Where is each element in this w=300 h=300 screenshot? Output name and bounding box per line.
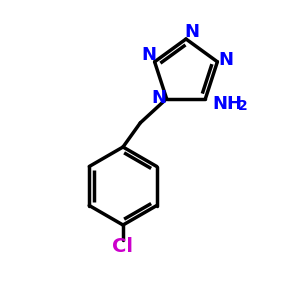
Text: NH: NH xyxy=(212,95,242,113)
Text: Cl: Cl xyxy=(112,237,134,256)
Text: 2: 2 xyxy=(238,100,248,113)
Text: N: N xyxy=(142,46,157,64)
Text: N: N xyxy=(184,23,199,41)
Text: N: N xyxy=(152,89,166,107)
Text: N: N xyxy=(218,51,233,69)
